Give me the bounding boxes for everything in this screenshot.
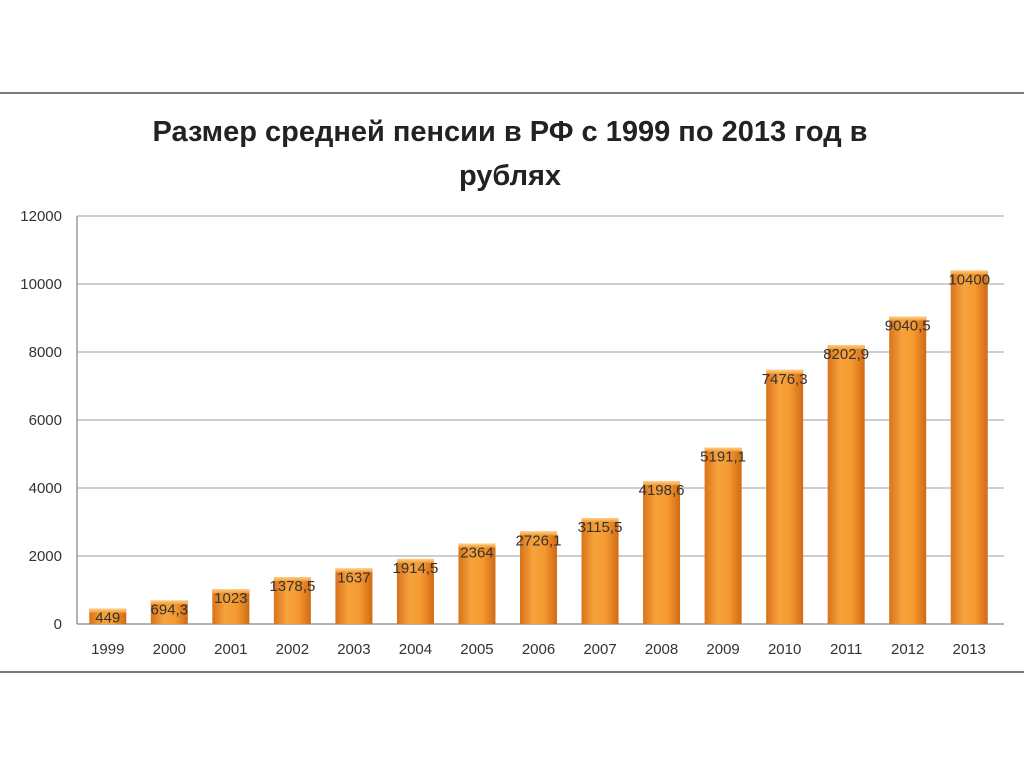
y-tick-label: 8000: [29, 344, 62, 361]
x-tick-label: 2009: [706, 641, 739, 658]
bar-cap-2011: [827, 345, 865, 350]
x-tick-label: 2006: [522, 641, 555, 658]
bar-2003: [335, 568, 373, 624]
data-label-2007: 3115,5: [578, 519, 623, 536]
x-tick-label: 2001: [214, 641, 247, 658]
x-tick-label: 2007: [583, 641, 616, 658]
data-label-2008: 4198,6: [639, 482, 685, 499]
x-tick-label: 2004: [399, 641, 432, 658]
x-tick-label: 2002: [276, 641, 309, 658]
bar-2000: [150, 600, 188, 624]
y-tick-label: 0: [54, 616, 62, 633]
data-label-2009: 5191,1: [700, 449, 746, 466]
data-label-2002: 1378,5: [269, 578, 315, 595]
bar-2011: [827, 345, 865, 624]
bar-2010: [766, 369, 804, 624]
bar-2005: [458, 543, 496, 624]
x-tick-label: 2008: [645, 641, 678, 658]
chart-title-line-1: Размер средней пенсии в РФ с 1999 по 201…: [152, 116, 868, 148]
slide-frame-bottom-line: [0, 671, 1024, 673]
chart-title-line-2: рублях: [458, 160, 562, 192]
bar-cap-2002: [273, 577, 311, 582]
chart-title: Размер средней пенсии в РФ с 1999 по 201…: [100, 110, 920, 198]
y-tick-label: 4000: [29, 480, 62, 497]
data-label-1999: 449: [95, 610, 120, 627]
x-tick-label: 2003: [337, 641, 370, 658]
bar-cap-2007: [581, 518, 619, 523]
bar-cap-2005: [458, 543, 496, 548]
bar-cap-2003: [335, 568, 373, 573]
y-tick-label: 10000: [20, 276, 62, 293]
data-label-2013: 10400: [948, 271, 990, 288]
bar-2006: [520, 531, 557, 624]
x-tick-label: 2000: [153, 641, 186, 658]
data-label-2001: 1023: [214, 590, 247, 607]
bar-2013: [950, 270, 988, 624]
data-label-2003: 1637: [337, 569, 370, 586]
x-tick-label: 2011: [830, 641, 862, 658]
bar-2002: [273, 577, 311, 624]
x-tick-label: 2010: [768, 641, 801, 658]
bar-cap-2010: [766, 369, 804, 374]
data-label-2011: 8202,9: [823, 346, 869, 363]
y-tick-label: 2000: [29, 548, 62, 565]
bar-cap-2000: [150, 600, 188, 605]
bar-cap-2013: [950, 270, 988, 275]
bar-2007: [581, 518, 619, 624]
bar-cap-2009: [704, 447, 742, 452]
bar-cap-2012: [889, 316, 927, 321]
x-tick-label: 2005: [460, 641, 493, 658]
y-tick-label: 12000: [20, 208, 62, 225]
bar-cap-1999: [89, 608, 127, 613]
bar-cap-2008: [643, 481, 681, 486]
bar-2001: [212, 589, 250, 624]
x-tick-label: 2012: [891, 641, 924, 658]
bar-cap-2006: [520, 531, 557, 536]
x-tick-label: 1999: [91, 641, 124, 658]
bar-2009: [704, 447, 742, 624]
data-label-2010: 7476,3: [762, 371, 808, 388]
x-tick-label: 2013: [953, 641, 986, 658]
data-label-2000: 694,3: [151, 601, 189, 618]
bar-2004: [396, 558, 434, 624]
data-label-2005: 2364: [460, 545, 493, 562]
bar-cap-2001: [212, 589, 250, 594]
bar-2012: [889, 316, 927, 624]
bar-cap-2004: [396, 558, 434, 563]
y-tick-label: 6000: [29, 412, 62, 429]
data-label-2004: 1914,5: [392, 560, 438, 577]
slide-frame-top-line: [0, 92, 1024, 94]
bar-2008: [643, 481, 681, 624]
data-label-2012: 9040,5: [885, 318, 931, 335]
data-label-2006: 2726,1: [516, 532, 562, 549]
